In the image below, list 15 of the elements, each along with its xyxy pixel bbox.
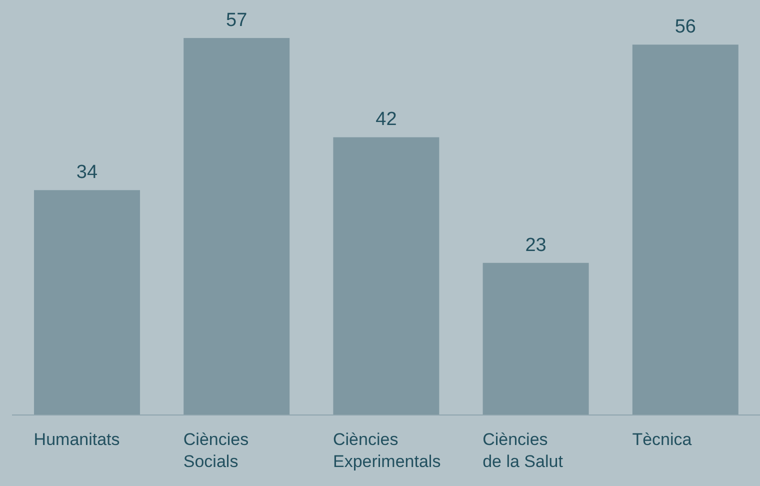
- bar: [184, 38, 290, 415]
- data-label: 57: [226, 10, 248, 31]
- data-label: 56: [674, 16, 696, 38]
- x-tick-label: Ciències Experimentals: [333, 430, 441, 471]
- bar: [482, 262, 589, 415]
- x-tick-label: Humanitats: [34, 430, 120, 449]
- x-tick-label: Ciències de la Salut: [482, 430, 564, 471]
- data-label: 23: [525, 234, 546, 256]
- bar: [333, 137, 440, 415]
- x-tick-label: Ciències Socials: [183, 430, 249, 471]
- data-label: 34: [76, 162, 98, 184]
- x-tick-label: Tècnica: [632, 430, 692, 449]
- bar: [34, 190, 140, 415]
- data-label: 42: [376, 109, 397, 130]
- bar: [632, 44, 738, 415]
